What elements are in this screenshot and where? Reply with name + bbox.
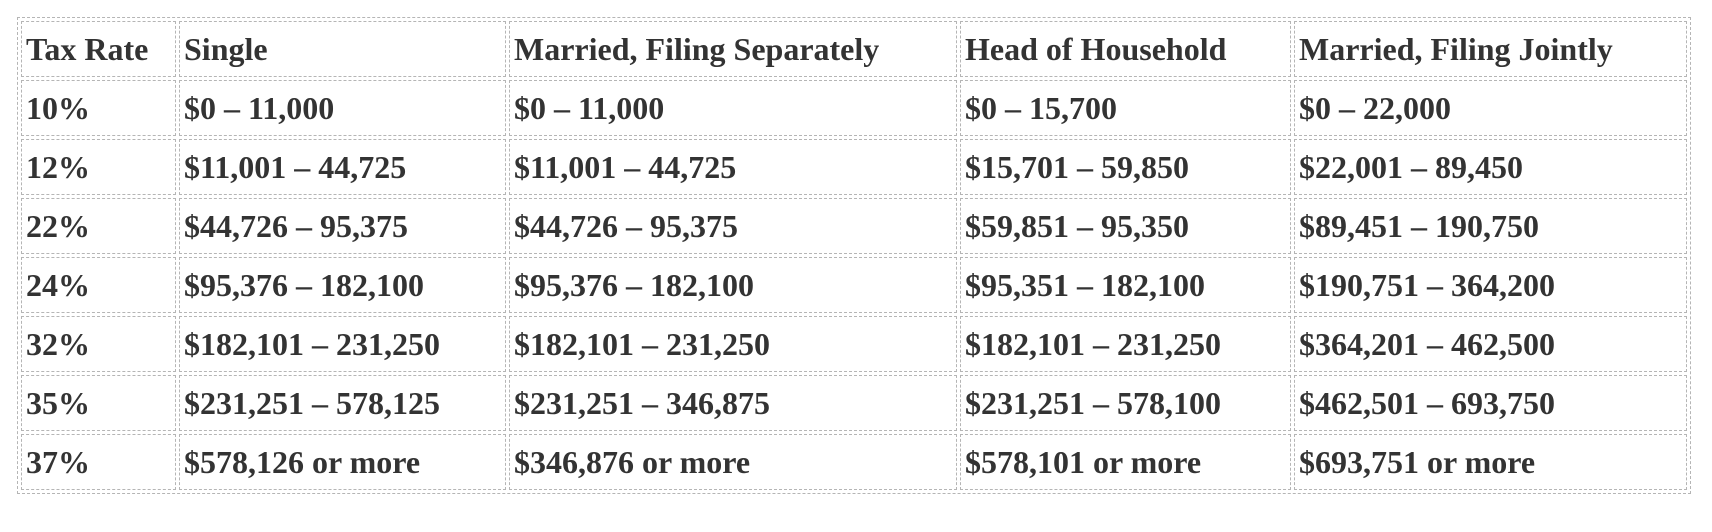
table-row: 24% $95,376 – 182,100 $95,376 – 182,100 $95… [21,257,1687,313]
table-row: 35% $231,251 – 578,125 $231,251 – 346,875 $… [21,375,1687,431]
bracket-cell: $0 – 15,700 [960,80,1291,136]
table-row: 32% $182,101 – 231,250 $182,101 – 231,250 $… [21,316,1687,372]
bracket-cell: $11,001 – 44,725 [179,139,506,195]
bracket-cell: $462,501 – 693,750 [1294,375,1687,431]
bracket-cell: $44,726 – 95,375 [509,198,957,254]
bracket-cell: $190,751 – 364,200 [1294,257,1687,313]
bracket-cell: $182,101 – 231,250 [960,316,1291,372]
bracket-cell: $182,101 – 231,250 [179,316,506,372]
table-row: 12% $11,001 – 44,725 $11,001 – 44,725 $15,7… [21,139,1687,195]
bracket-cell: $364,201 – 462,500 [1294,316,1687,372]
rate-cell: 12% [21,139,176,195]
header-cell: Married, Filing Separately [509,21,957,77]
rate-cell: 32% [21,316,176,372]
bracket-cell: $0 – 22,000 [1294,80,1687,136]
bracket-cell: $15,701 – 59,850 [960,139,1291,195]
bracket-cell: $22,001 – 89,450 [1294,139,1687,195]
header-cell: Single [179,21,506,77]
table-body: 10% $0 – 11,000 $0 – 11,000 $0 – 15,700 $0 –… [21,80,1687,490]
bracket-cell: $578,101 or more [960,434,1291,490]
tax-bracket-table: Tax Rate Single Married, Filing Separately… [17,17,1691,494]
rate-cell: 24% [21,257,176,313]
bracket-cell: $346,876 or more [509,434,957,490]
bracket-cell: $95,351 – 182,100 [960,257,1291,313]
bracket-cell: $0 – 11,000 [179,80,506,136]
bracket-cell: $95,376 – 182,100 [179,257,506,313]
rate-cell: 22% [21,198,176,254]
header-row: Tax Rate Single Married, Filing Separately… [21,21,1687,77]
bracket-cell: $182,101 – 231,250 [509,316,957,372]
table-row: 37% $578,126 or more $346,876 or more $578,… [21,434,1687,490]
bracket-cell: $44,726 – 95,375 [179,198,506,254]
bracket-cell: $231,251 – 578,100 [960,375,1291,431]
bracket-cell: $11,001 – 44,725 [509,139,957,195]
header-cell: Head of Household [960,21,1291,77]
bracket-cell: $0 – 11,000 [509,80,957,136]
bracket-cell: $231,251 – 578,125 [179,375,506,431]
bracket-cell: $59,851 – 95,350 [960,198,1291,254]
bracket-cell: $95,376 – 182,100 [509,257,957,313]
header-cell: Married, Filing Jointly [1294,21,1687,77]
rate-cell: 10% [21,80,176,136]
rate-cell: 37% [21,434,176,490]
bracket-cell: $231,251 – 346,875 [509,375,957,431]
bracket-cell: $693,751 or more [1294,434,1687,490]
header-cell: Tax Rate [21,21,176,77]
table-row: 10% $0 – 11,000 $0 – 11,000 $0 – 15,700 $0 –… [21,80,1687,136]
table-row: 22% $44,726 – 95,375 $44,726 – 95,375 $59,8… [21,198,1687,254]
bracket-cell: $578,126 or more [179,434,506,490]
rate-cell: 35% [21,375,176,431]
bracket-cell: $89,451 – 190,750 [1294,198,1687,254]
